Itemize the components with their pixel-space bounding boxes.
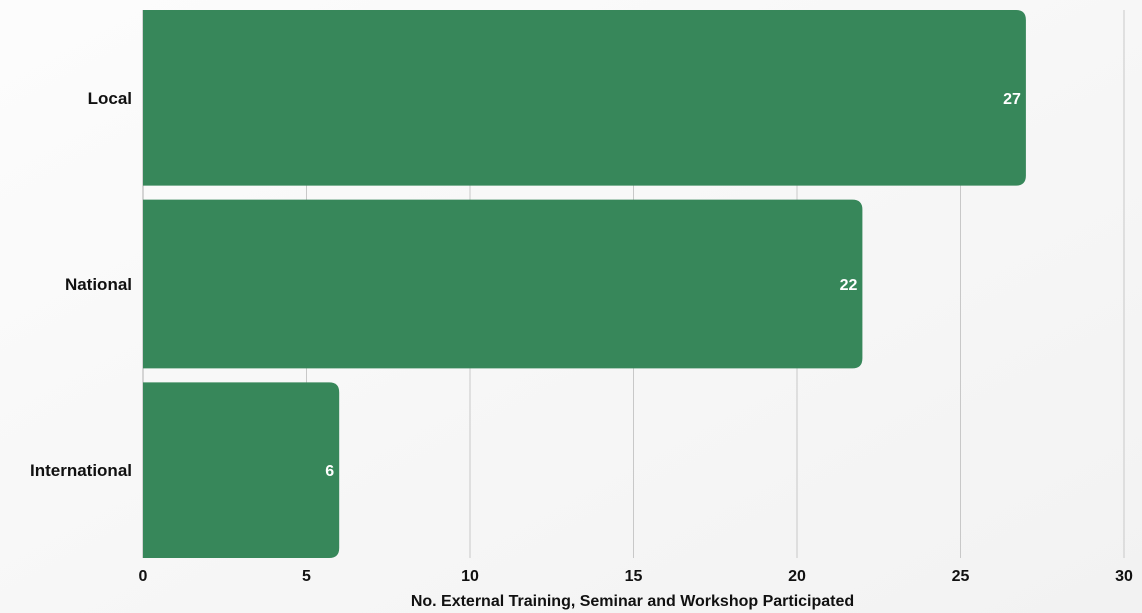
category-label-local: Local	[88, 89, 132, 108]
labels: 0 5 10 15 20 25 30 Local 27 National 22 Internation…	[30, 89, 1133, 585]
x-axis-title: No. External Training, Seminar and Works…	[411, 593, 854, 610]
category-label-international: International	[30, 461, 132, 480]
data-label-international: 6	[325, 463, 334, 480]
bar-international	[143, 382, 340, 558]
category-label-national: National	[65, 275, 132, 294]
data-label-local: 27	[1003, 91, 1021, 108]
data-label-national: 22	[840, 277, 858, 294]
bars	[143, 10, 1026, 558]
x-tick-label: 5	[302, 568, 311, 585]
x-tick-label: 0	[139, 568, 148, 585]
bar-national	[143, 199, 863, 369]
x-tick-label: 25	[952, 568, 970, 585]
x-tick-label: 30	[1115, 568, 1133, 585]
x-tick-label: 10	[461, 568, 479, 585]
x-tick-label: 20	[788, 568, 806, 585]
x-tick-label: 15	[625, 568, 643, 585]
bar-local	[143, 10, 1026, 186]
